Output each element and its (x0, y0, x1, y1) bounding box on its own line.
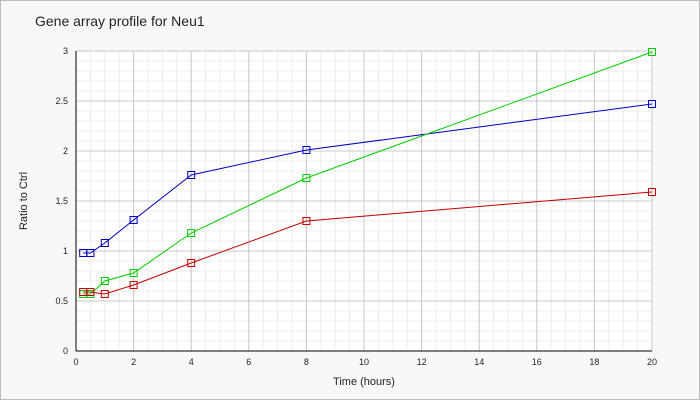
x-tick-label: 8 (304, 357, 309, 367)
major-grid (75, 50, 653, 352)
data-point-marker (302, 174, 311, 182)
data-point-marker (648, 188, 656, 196)
y-axis-label: Ratio to Ctrl (18, 172, 30, 230)
x-tick-label: 20 (647, 357, 657, 367)
data-point-marker (86, 249, 95, 257)
data-point-marker (187, 259, 196, 267)
data-point-marker (187, 229, 196, 237)
chart-title: Gene array profile for Neu1 (35, 13, 205, 29)
data-point-marker (302, 217, 311, 225)
data-point-marker (187, 171, 196, 179)
y-tick-label: 3 (63, 46, 68, 56)
series-layer (79, 48, 656, 298)
data-point-marker (86, 288, 95, 296)
y-tick-label: 0.5 (55, 296, 68, 306)
series-3 (79, 188, 656, 298)
x-tick-label: 4 (189, 357, 194, 367)
data-point-marker (129, 216, 138, 224)
x-tick-label: 12 (417, 357, 427, 367)
x-tick-labels: 0 2 4 6 8 10 12 14 16 18 20 (73, 357, 657, 367)
data-point-marker (100, 277, 109, 285)
series-line (83, 51, 653, 295)
y-tick-label: 0 (63, 346, 68, 356)
series-line (83, 103, 653, 254)
series-1 (79, 100, 656, 257)
x-tick-label: 6 (246, 357, 251, 367)
y-tick-labels: 0 0.5 1 1.5 2 2.5 3 (55, 46, 68, 356)
x-tick-label: 18 (589, 357, 599, 367)
axes (75, 51, 652, 352)
series-line (83, 191, 653, 295)
x-axis-label: Time (hours) (333, 376, 395, 388)
y-tick-label: 2 (63, 146, 68, 156)
y-tick-label: 1.5 (55, 196, 68, 206)
x-tick-label: 14 (474, 357, 484, 367)
y-tick-label: 1 (63, 246, 68, 256)
y-tick-label: 2.5 (55, 96, 68, 106)
data-point-marker (100, 290, 109, 298)
data-point-marker (129, 281, 138, 289)
data-point-marker (648, 48, 656, 56)
x-tick-label: 2 (131, 357, 136, 367)
data-point-marker (100, 239, 109, 247)
x-tick-label: 0 (73, 357, 78, 367)
data-point-marker (302, 146, 311, 154)
data-point-marker (648, 100, 656, 108)
data-point-marker (129, 269, 138, 277)
x-tick-label: 16 (532, 357, 542, 367)
x-tick-label: 10 (359, 357, 369, 367)
